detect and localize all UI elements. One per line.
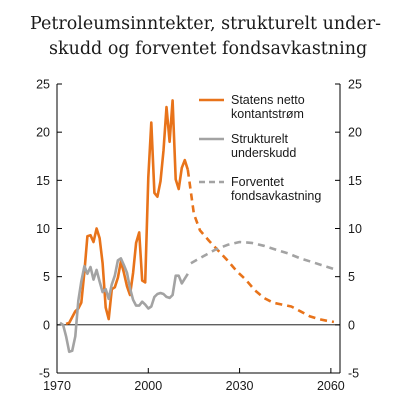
series-line-2 — [59, 257, 189, 354]
y-tick-label-left: 15 — [36, 174, 50, 188]
y-tick-label-right: 15 — [348, 174, 362, 188]
x-tick-label: 1970 — [43, 379, 71, 393]
series-line-3 — [190, 240, 335, 271]
y-tick-label-left: 0 — [43, 318, 50, 332]
legend-label-2: Strukturelt — [231, 132, 288, 146]
x-tick-label: 2030 — [226, 379, 254, 393]
axes: -5 -5 0 0 5 5 10 10 15 15 20 20 25 25 1970 2000 2030 2060 — [36, 78, 362, 394]
series-line-1 — [186, 169, 335, 324]
legend-label-2: underskudd — [231, 146, 296, 160]
legend-label-0: kontantstrøm — [231, 107, 304, 121]
y-tick-label-left: 5 — [43, 270, 50, 284]
y-tick-label-right: -5 — [348, 367, 359, 381]
legend-label-3: fondsavkastning — [231, 189, 321, 203]
y-tick-label-right: 25 — [348, 78, 362, 92]
y-tick-label-left: 10 — [36, 222, 50, 236]
y-tick-label-left: 25 — [36, 78, 50, 92]
y-tick-label-left: -5 — [39, 367, 50, 381]
y-tick-label-right: 0 — [348, 318, 355, 332]
y-tick-label-right: 10 — [348, 222, 362, 236]
legend-label-3: Forventet — [231, 175, 284, 189]
series-group — [59, 99, 335, 354]
y-tick-label-left: 20 — [36, 126, 50, 140]
y-tick-label-right: 5 — [348, 270, 355, 284]
y-tick-label-right: 20 — [348, 126, 362, 140]
series-line-0 — [65, 99, 190, 326]
x-tick-label: 2000 — [134, 379, 162, 393]
legend-label-0: Statens netto — [231, 93, 305, 107]
x-tick-label: 2060 — [317, 379, 345, 393]
chart-title-line-1: Petroleumsinntekter, strukturelt under- — [30, 14, 381, 34]
chart-title-line-2: skudd og forventet fondsavkastning — [49, 39, 367, 59]
